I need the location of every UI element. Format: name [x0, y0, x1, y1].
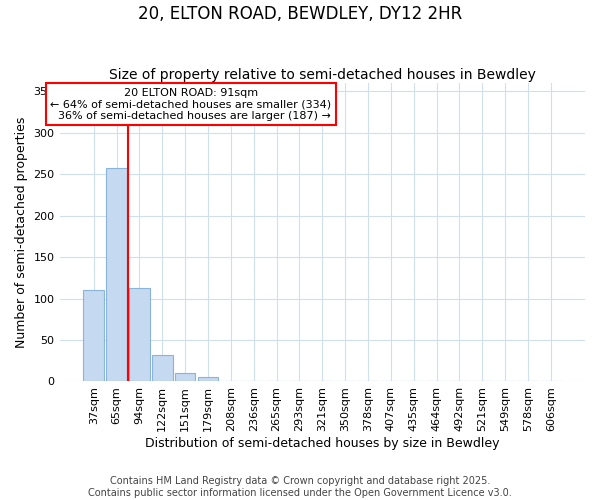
Text: 20 ELTON ROAD: 91sqm
← 64% of semi-detached houses are smaller (334)
  36% of se: 20 ELTON ROAD: 91sqm ← 64% of semi-detac… [50, 88, 331, 121]
Bar [541, 380, 561, 382]
Text: Contains HM Land Registry data © Crown copyright and database right 2025.
Contai: Contains HM Land Registry data © Crown c… [88, 476, 512, 498]
Bar [221, 380, 241, 382]
Bar [129, 288, 150, 382]
Bar [83, 290, 104, 382]
Bar [152, 355, 173, 382]
Text: 20, ELTON ROAD, BEWDLEY, DY12 2HR: 20, ELTON ROAD, BEWDLEY, DY12 2HR [138, 5, 462, 23]
Bar [106, 168, 127, 382]
Title: Size of property relative to semi-detached houses in Bewdley: Size of property relative to semi-detach… [109, 68, 536, 82]
X-axis label: Distribution of semi-detached houses by size in Bewdley: Distribution of semi-detached houses by … [145, 437, 500, 450]
Y-axis label: Number of semi-detached properties: Number of semi-detached properties [15, 116, 28, 348]
Bar [198, 378, 218, 382]
Bar [175, 373, 196, 382]
